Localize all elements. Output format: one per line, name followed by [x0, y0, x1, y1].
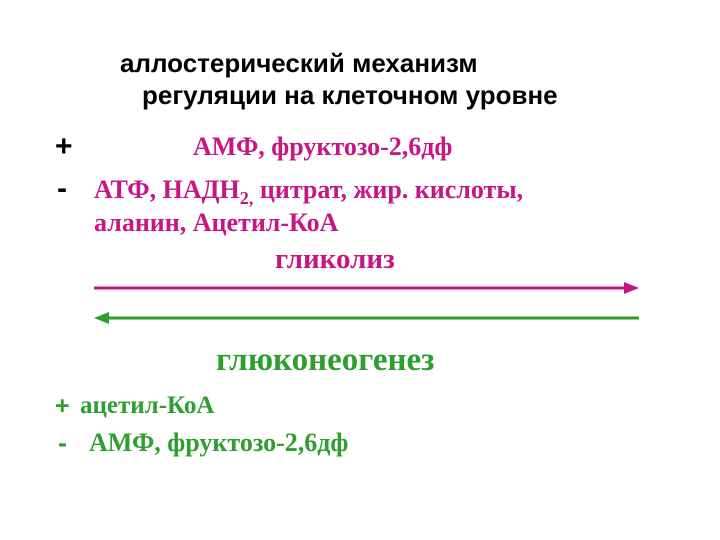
glycolysis-activators: АМФ, фруктозо-2,6дф	[193, 132, 452, 162]
gluconeogenesis-arrow-head	[94, 312, 109, 324]
gluconeogenesis-arrow	[94, 312, 644, 332]
glycolysis-arrow-head	[624, 282, 639, 294]
glycolysis-activator-sign: +	[55, 130, 73, 164]
glycolysis-inhibitors-line1: АТФ, НАДН2, цитрат, жир. кислоты,	[94, 175, 523, 209]
gluconeogenesis-label: глюконеогенез	[216, 342, 434, 379]
inhibitors-text-1: АТФ, НАДН	[94, 175, 240, 204]
gluconeogenesis-inhibitor-sign: -	[58, 428, 67, 459]
glycolysis-inhibitor-sign: -	[57, 172, 67, 206]
title-line1: аллостерический механизм	[120, 48, 478, 79]
inhibitors-sub: 2,	[240, 188, 254, 208]
gluconeogenesis-activators: ацетил-КоА	[80, 392, 214, 420]
glycolysis-arrow	[94, 282, 644, 302]
gluconeogenesis-inhibitors: АМФ, фруктозо-2,6дф	[89, 428, 348, 458]
title-line2: регуляции на клеточном уровне	[142, 80, 558, 111]
glycolysis-label: гликолиз	[275, 243, 395, 276]
inhibitors-text-1b: цитрат, жир. кислоты,	[253, 175, 523, 204]
glycolysis-inhibitors-line2: аланин, Ацетил-КоА	[94, 208, 338, 238]
gluconeogenesis-activator-sign: +	[55, 392, 70, 421]
